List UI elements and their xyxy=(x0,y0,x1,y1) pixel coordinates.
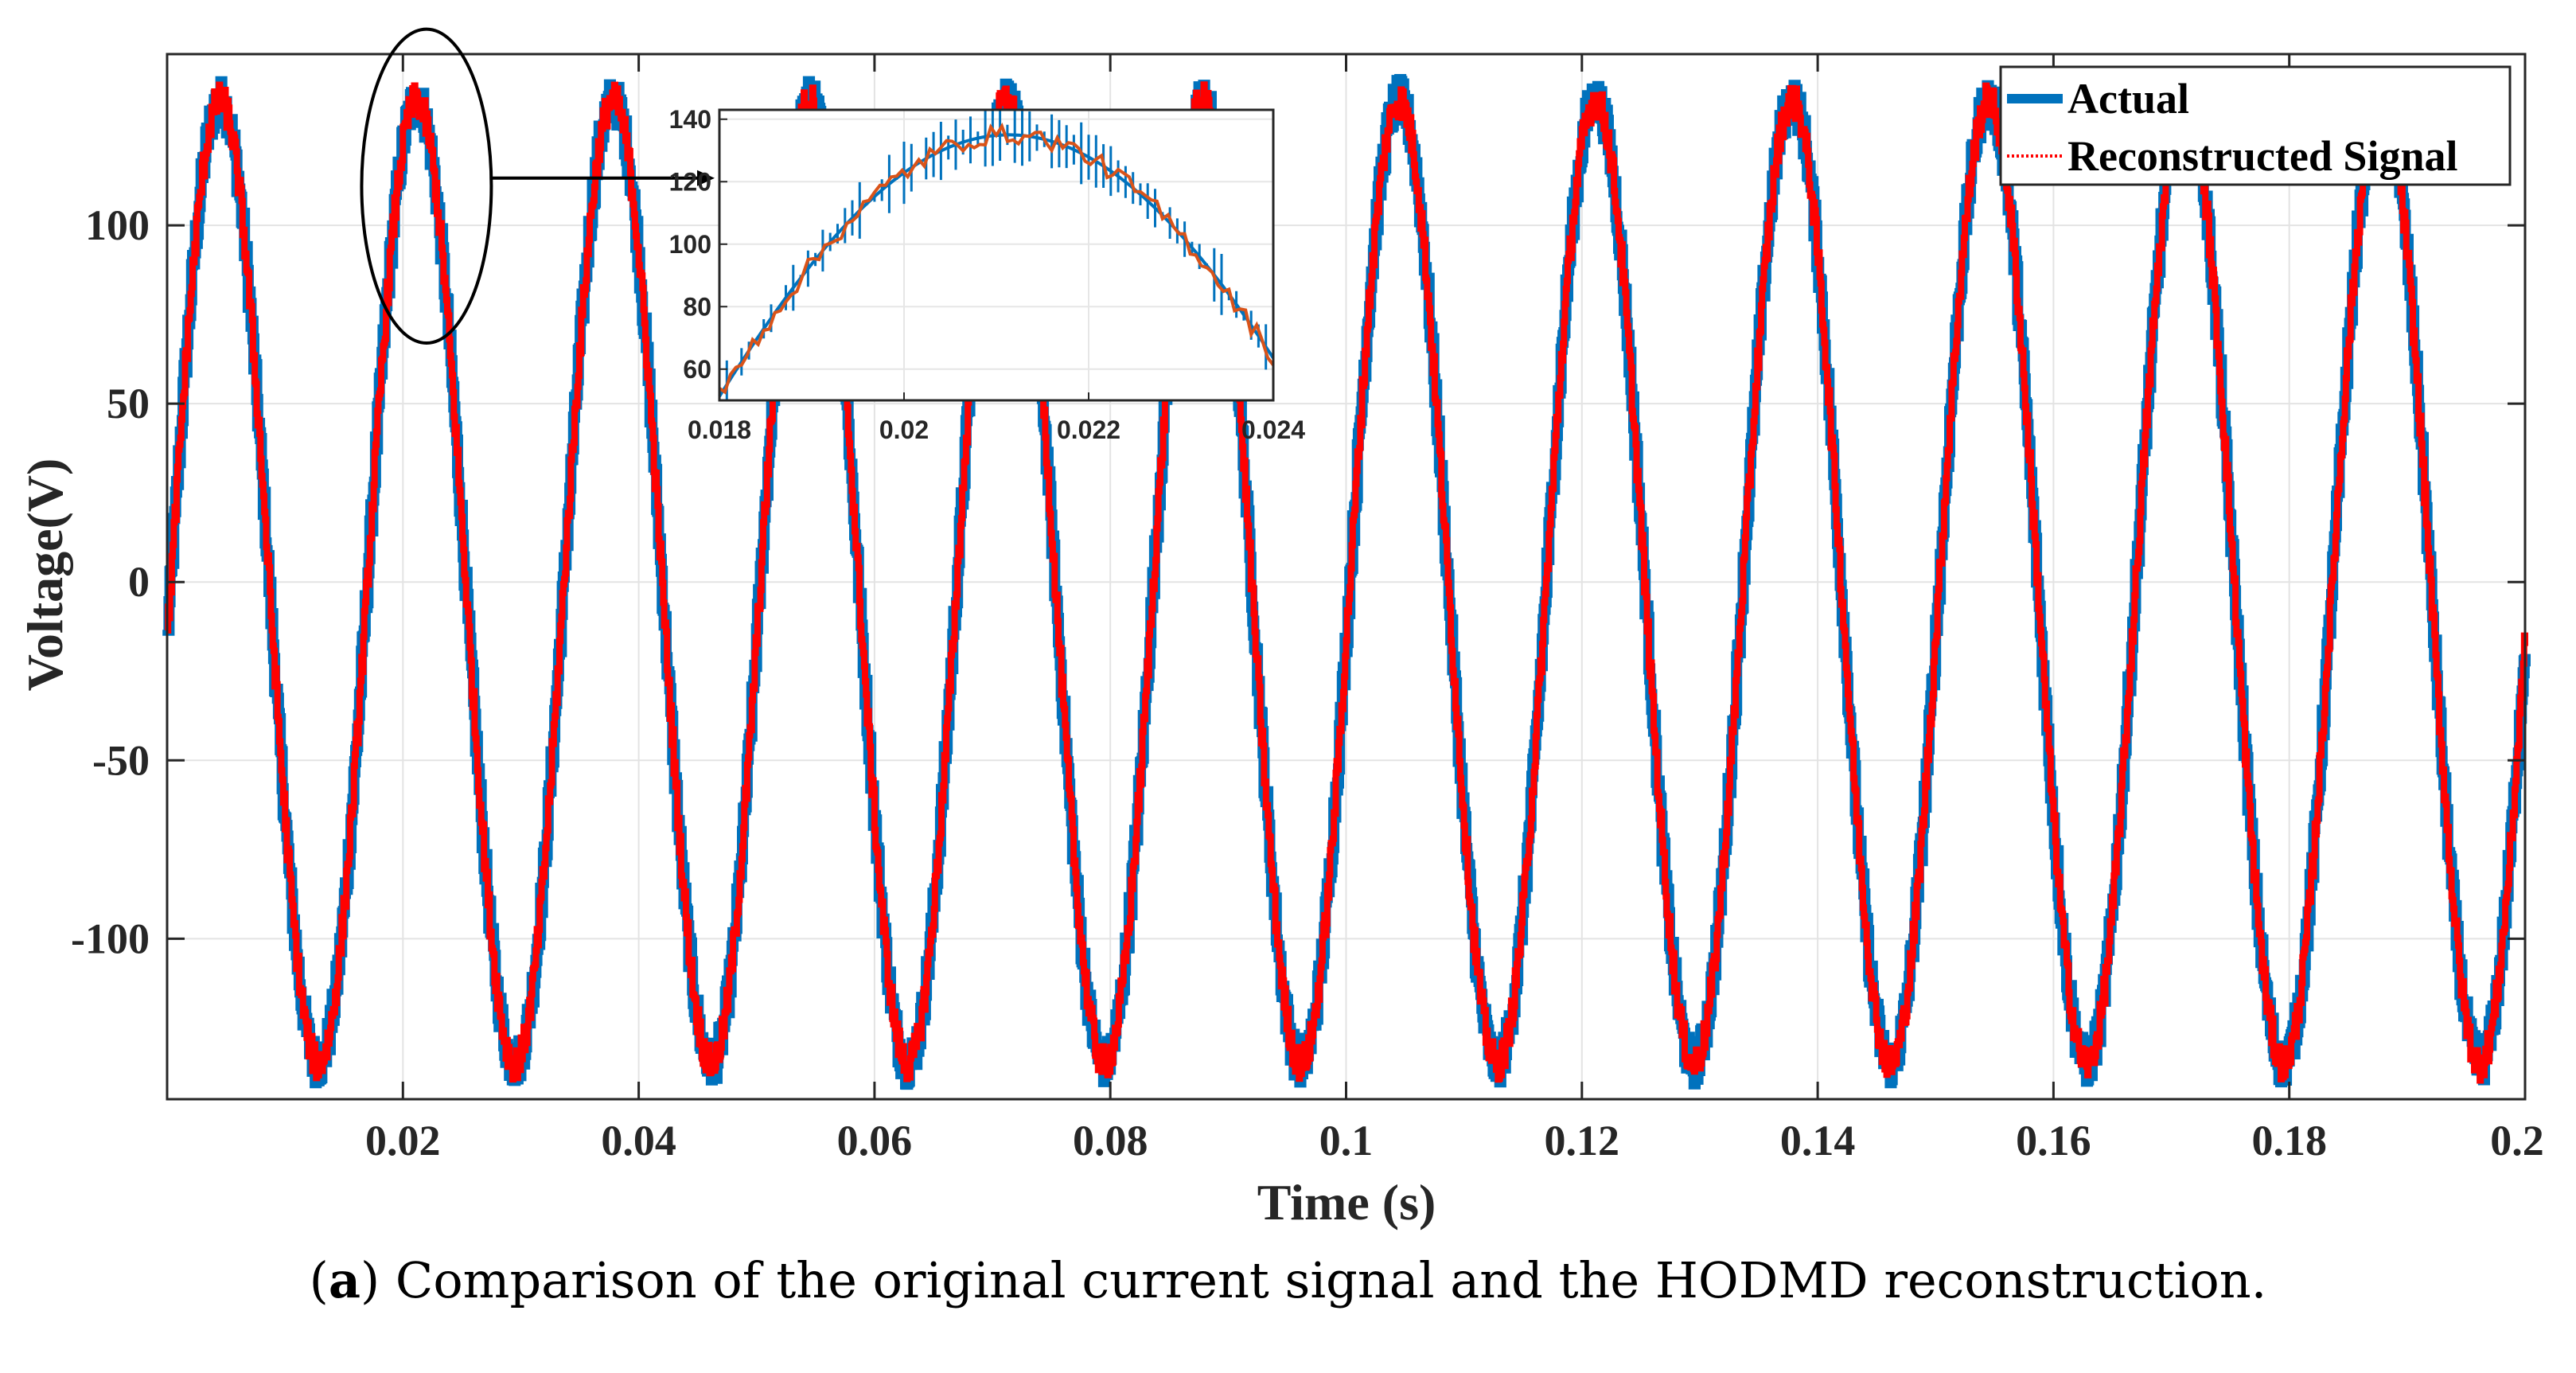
inset-chart: 60 80 100 120 140 0.018 0.02 0.022 0.024 xyxy=(669,105,1306,444)
x-tick-label: 0.1 xyxy=(1319,1117,1374,1164)
x-tick-label: 0.08 xyxy=(1073,1117,1148,1164)
x-tick-label: 0.02 xyxy=(365,1117,441,1164)
inset-x-tick-label: 0.02 xyxy=(879,415,929,444)
inset-x-tick-label: 0.024 xyxy=(1241,415,1305,444)
inset-series-reconstructed xyxy=(718,123,1275,395)
x-tick-label: 0.06 xyxy=(837,1117,913,1164)
legend-label-actual: Actual xyxy=(2067,75,2189,123)
figure-caption: (a) Comparison of the original current s… xyxy=(309,1251,2267,1309)
zoom-arrowhead xyxy=(697,170,715,186)
x-tick-label: 0.12 xyxy=(1545,1117,1620,1164)
y-ticks: -100 -50 0 50 100 xyxy=(71,201,2525,962)
inset-x-tick-label: 0.018 xyxy=(688,415,751,444)
inset-x-tick-label: 0.022 xyxy=(1057,415,1120,444)
x-axis-title: Time (s) xyxy=(1257,1174,1436,1231)
inset-y-tick-label: 140 xyxy=(669,105,711,134)
inset-y-tick-label: 100 xyxy=(669,230,711,259)
chart: -100 -50 0 50 100 0.02 0.04 0.06 0.08 0.1 0.12 0.1… xyxy=(17,27,2544,1231)
zoom-ellipse xyxy=(360,27,493,345)
y-tick-label: -50 xyxy=(92,736,150,784)
legend-label-reconstructed: Reconstructed Signal xyxy=(2067,132,2457,180)
legend-box xyxy=(1999,65,2512,186)
caption-label: a xyxy=(328,1251,361,1309)
x-tick-label: 0.16 xyxy=(2016,1117,2091,1164)
inset-y-tick-label: 80 xyxy=(683,292,711,321)
x-tick-label: 0.18 xyxy=(2251,1117,2327,1164)
inset-y-tick-label: 120 xyxy=(669,167,711,196)
inset-frame xyxy=(718,108,1275,402)
inset-ticks: 60 80 100 120 140 0.018 0.02 0.022 0.024 xyxy=(669,105,1306,444)
inset-y-tick-label: 60 xyxy=(683,355,711,384)
x-tick-label: 0.14 xyxy=(1780,1117,1856,1164)
y-tick-label: -100 xyxy=(71,915,150,962)
caption-text: ) Comparison of the original current sig… xyxy=(360,1251,2267,1309)
y-tick-label: 50 xyxy=(107,380,150,427)
inset-line-reconstructed xyxy=(718,123,1275,395)
y-axis-title: Voltage(V) xyxy=(17,458,73,692)
x-tick-label: 0.2 xyxy=(2490,1117,2544,1164)
y-tick-label: 0 xyxy=(128,558,150,606)
line-reconstructed xyxy=(165,81,2528,1084)
x-tick-label: 0.04 xyxy=(601,1117,676,1164)
y-tick-label: 100 xyxy=(85,201,150,249)
x-ticks: 0.02 0.04 0.06 0.08 0.1 0.12 0.14 0.16 0.18 0.2 xyxy=(365,54,2544,1164)
inset-background xyxy=(719,110,1273,400)
series-reconstructed xyxy=(165,81,2528,1084)
legend: Actual Reconstructed Signal xyxy=(1999,65,2512,186)
